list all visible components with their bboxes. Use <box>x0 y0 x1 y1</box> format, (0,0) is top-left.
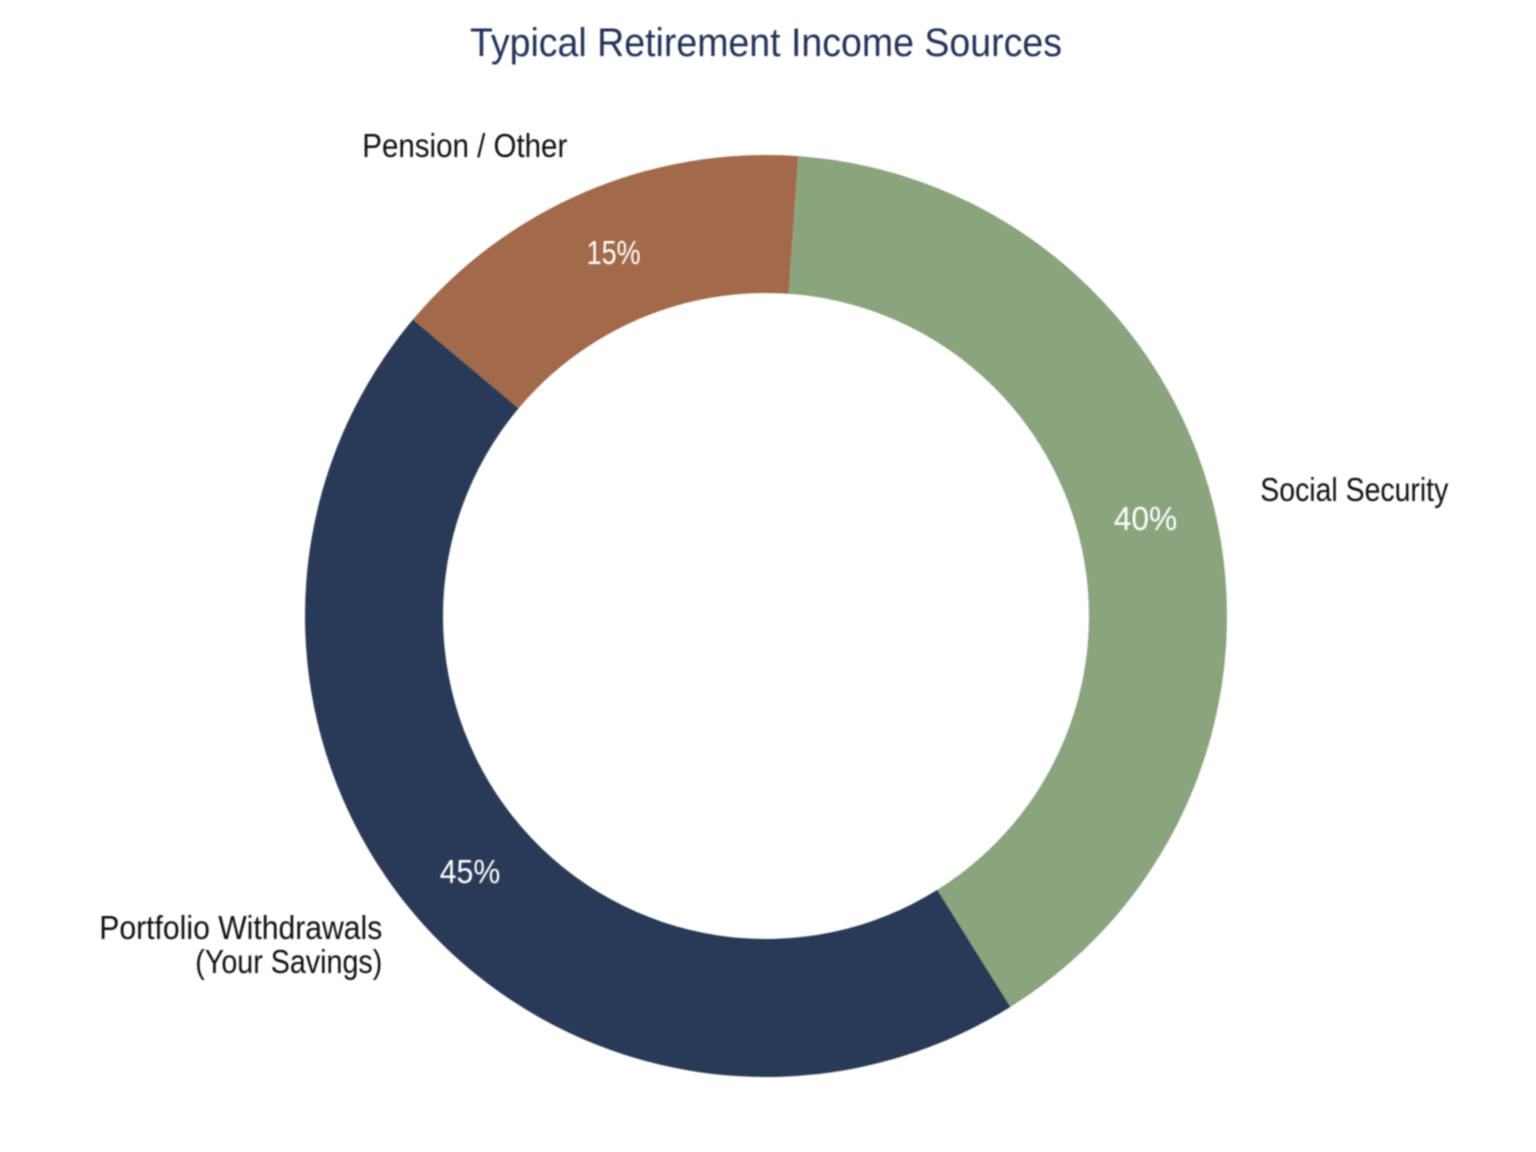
svg-text:15%: 15% <box>587 234 641 271</box>
svg-text:Portfolio Withdrawals: Portfolio Withdrawals <box>99 909 382 946</box>
svg-text:Pension / Other: Pension / Other <box>362 127 567 164</box>
svg-text:(Your Savings): (Your Savings) <box>195 943 382 980</box>
svg-text:Typical Retirement Income Sour: Typical Retirement Income Sources <box>470 21 1062 65</box>
svg-text:Social Security: Social Security <box>1260 471 1448 508</box>
svg-text:40%: 40% <box>1114 500 1178 537</box>
svg-text:45%: 45% <box>440 853 501 890</box>
